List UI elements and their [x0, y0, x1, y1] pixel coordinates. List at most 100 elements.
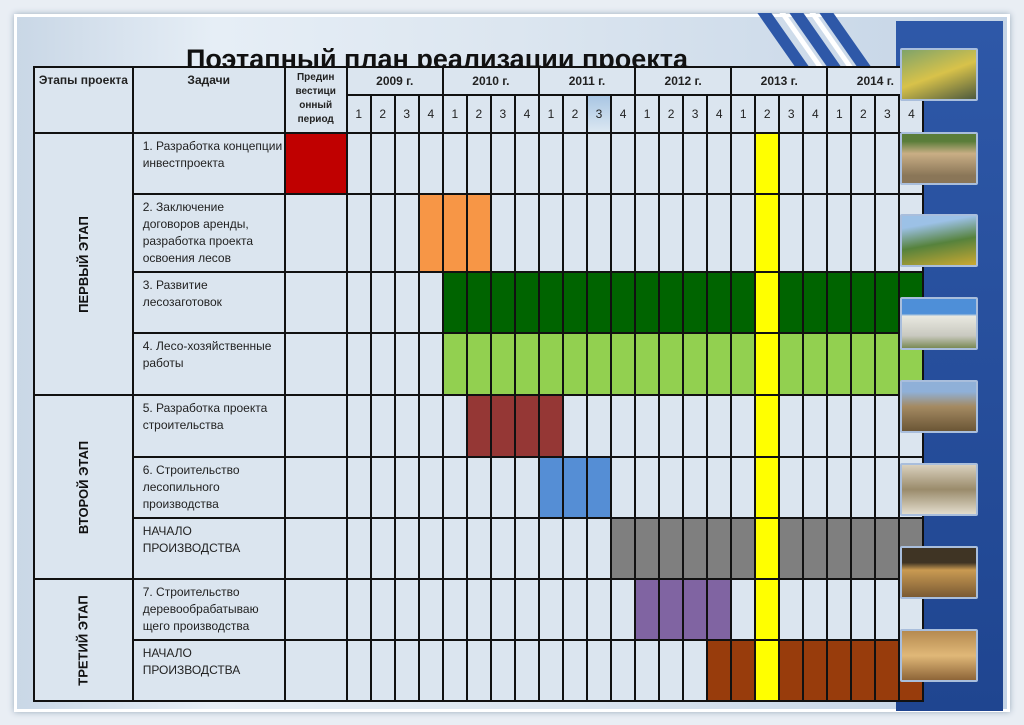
quarter-cell: [634, 639, 661, 702]
task-row: 2. Заключение договоров аренды, разработ…: [34, 193, 925, 273]
gantt-bar-segment: [706, 271, 733, 334]
quarter-cell: [874, 456, 901, 519]
task-label: НАЧАЛО ПРОИЗВОДСТВА: [131, 517, 286, 580]
quarter-cell: [465, 578, 492, 641]
quarter-cell: [730, 193, 757, 273]
gantt-bar-segment: [465, 394, 492, 458]
quarter-header: 4: [513, 94, 540, 134]
quarter-cell: [369, 332, 396, 396]
photo-woodworking-machine-image: [900, 463, 978, 516]
quarter-cell: [826, 193, 853, 273]
gantt-bar-segment: [561, 332, 589, 396]
quarter-cell: [441, 578, 468, 641]
quarter-cell: [441, 639, 468, 702]
quarter-cell: [658, 456, 685, 519]
quarter-header: 1: [441, 94, 468, 134]
year-header: 2012 г.: [634, 66, 733, 96]
quarter-header: 2: [850, 94, 877, 134]
quarter-header: 3: [874, 94, 901, 134]
quarter-cell: [874, 193, 901, 273]
gantt-bar-segment: [513, 271, 540, 334]
quarter-cell: [465, 517, 492, 580]
pre-investment-cell: [283, 394, 348, 458]
quarter-cell: [417, 517, 444, 580]
quarter-header: 2: [369, 94, 396, 134]
quarter-cell: [610, 193, 637, 273]
photo-lumber-stack-image: [900, 546, 978, 599]
quarter-cell: [417, 332, 444, 396]
gantt-bar-segment: [634, 332, 661, 396]
gantt-bar-segment: [682, 271, 709, 334]
quarter-header: 1: [730, 94, 757, 134]
quarter-cell: [874, 578, 901, 641]
quarter-cell: [513, 132, 540, 195]
gantt-bar-segment: [802, 517, 829, 580]
stage-cell: ТРЕТИЙ ЭТАП: [33, 578, 134, 702]
task-label: 4. Лесо-хозяйственные работы: [131, 332, 286, 396]
year-header: 2011 г.: [537, 66, 637, 96]
quarter-cell: [634, 132, 661, 195]
quarter-cell: [513, 578, 540, 641]
gantt-bar-segment: [585, 456, 613, 519]
quarter-cell: [802, 132, 829, 195]
quarter-cell: [682, 193, 709, 273]
gantt-bar-segment: [874, 271, 901, 334]
quarter-cell: [369, 639, 396, 702]
gantt-bar-segment: [802, 271, 829, 334]
gantt-bar-segment: [850, 639, 877, 702]
quarter-cell: [634, 193, 661, 273]
task-label: 3. Развитие лесозаготовок: [131, 271, 286, 334]
quarter-cell: [778, 456, 805, 519]
quarter-cell: [826, 578, 853, 641]
quarter-cell: [345, 394, 372, 458]
quarter-cell: [561, 394, 589, 458]
milestone-cell: [754, 332, 781, 396]
quarter-cell: [561, 517, 589, 580]
quarter-cell: [850, 193, 877, 273]
gantt-bar-segment: [802, 639, 829, 702]
quarter-cell: [610, 639, 637, 702]
quarter-cell: [850, 456, 877, 519]
quarter-cell: [393, 271, 420, 334]
quarter-cell: [537, 132, 564, 195]
gantt-bar-segment: [537, 456, 564, 519]
quarter-cell: [658, 193, 685, 273]
photo-sawmill-yard-image: [900, 380, 978, 433]
task-row: ВТОРОЙ ЭТАП 5. Разработка проекта строите…: [33, 394, 925, 580]
quarter-header: 1: [345, 94, 372, 134]
milestone-cell: [754, 578, 781, 641]
stage-label: ТРЕТИЙ ЭТАП: [75, 594, 91, 686]
gantt-bar-segment: [489, 394, 516, 458]
year-header: 2009 г.: [345, 66, 444, 96]
gantt-bar-segment: [610, 517, 637, 580]
year-header: 2010 г.: [441, 66, 540, 96]
quarter-cell: [537, 639, 564, 702]
task-label: 5. Разработка проекта строительства: [131, 394, 286, 458]
quarter-cell: [874, 132, 901, 195]
quarter-cell: [634, 456, 661, 519]
quarter-header: 4: [610, 94, 637, 134]
gantt-bar-segment: [706, 578, 733, 641]
quarter-cell: [537, 517, 564, 580]
milestone-cell: [754, 193, 781, 273]
quarter-cell: [417, 132, 444, 195]
quarter-cell: [345, 578, 372, 641]
gantt-bar-segment: [634, 578, 661, 641]
quarter-header: 4: [417, 94, 444, 134]
quarter-cell: [369, 578, 396, 641]
quarter-header: 2: [658, 94, 685, 134]
quarter-cell: [730, 456, 757, 519]
quarter-cell: [778, 394, 805, 458]
gantt-bar-segment: [826, 517, 853, 580]
quarter-header: 1: [826, 94, 853, 134]
task-row: НАЧАЛО ПРОИЗВОДСТВА: [34, 639, 925, 702]
gantt-bar-segment: [682, 517, 709, 580]
milestone-cell: [754, 456, 781, 519]
gantt-bar-segment: [513, 332, 540, 396]
quarter-cell: [393, 456, 420, 519]
quarter-cell: [561, 193, 589, 273]
gantt-bar-segment: [730, 271, 757, 334]
task-row: 3. Развитие лесозаготовок: [34, 271, 925, 334]
quarter-cell: [730, 132, 757, 195]
